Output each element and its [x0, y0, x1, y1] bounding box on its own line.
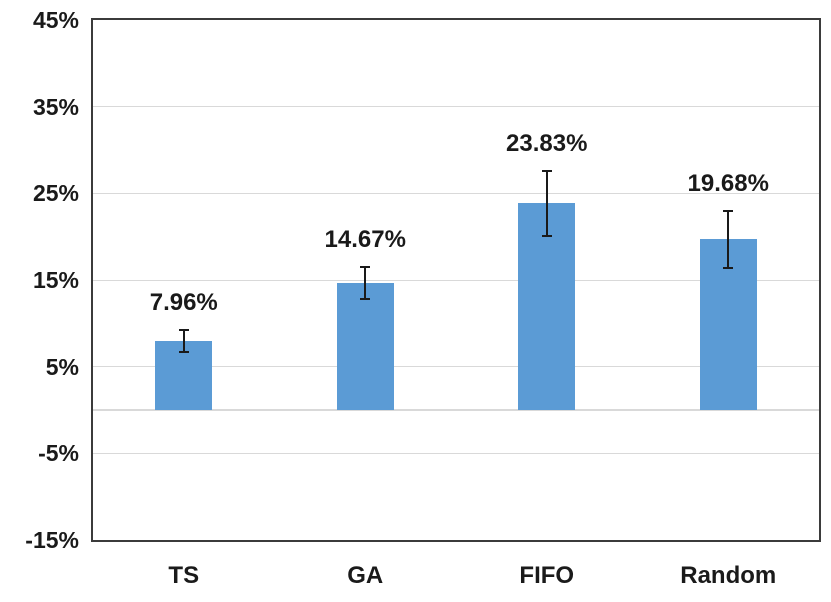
- x-axis-category-label: GA: [347, 562, 384, 589]
- error-bar: [545, 169, 548, 238]
- x-axis-category-label: Random: [680, 562, 777, 589]
- error-bar-cap-top: [723, 209, 734, 212]
- error-bar-cap-top: [178, 328, 189, 331]
- y-axis-tick-label: 5%: [45, 353, 79, 380]
- y-gridline: [93, 279, 819, 281]
- y-gridline: [93, 106, 819, 108]
- zero-axis-line: [93, 409, 819, 411]
- error-bar: [727, 209, 730, 269]
- error-bar-cap-bottom: [541, 235, 552, 238]
- error-bar-cap-bottom: [723, 266, 734, 269]
- error-bar-cap-top: [541, 169, 552, 172]
- bar-value-label: 23.83%: [506, 129, 588, 157]
- x-axis-category-label: FIFO: [519, 562, 575, 589]
- y-axis-tick-label: 35%: [32, 93, 79, 120]
- x-axis-category-label: TS: [168, 562, 200, 589]
- data-bar: [518, 203, 576, 410]
- y-axis-tick-label: 15%: [32, 267, 79, 293]
- y-axis-tick-label: 45%: [32, 7, 79, 33]
- data-bar: [336, 282, 394, 410]
- y-gridline: [93, 366, 819, 368]
- y-gridline: [93, 192, 819, 194]
- error-bar-cap-bottom: [178, 351, 189, 354]
- bar-value-label: 19.68%: [687, 169, 769, 197]
- y-axis-tick-label: -15%: [25, 527, 79, 553]
- error-bar: [364, 265, 367, 301]
- bar-value-label: 7.96%: [149, 288, 218, 316]
- bar-value-label: 14.67%: [324, 225, 406, 253]
- y-axis-tick-label: 25%: [32, 180, 79, 207]
- y-gridline: [93, 452, 819, 454]
- error-bar: [182, 328, 185, 354]
- y-axis-tick-label: -5%: [38, 440, 79, 467]
- error-bar-cap-bottom: [360, 298, 371, 301]
- error-bar-cap-top: [360, 265, 371, 268]
